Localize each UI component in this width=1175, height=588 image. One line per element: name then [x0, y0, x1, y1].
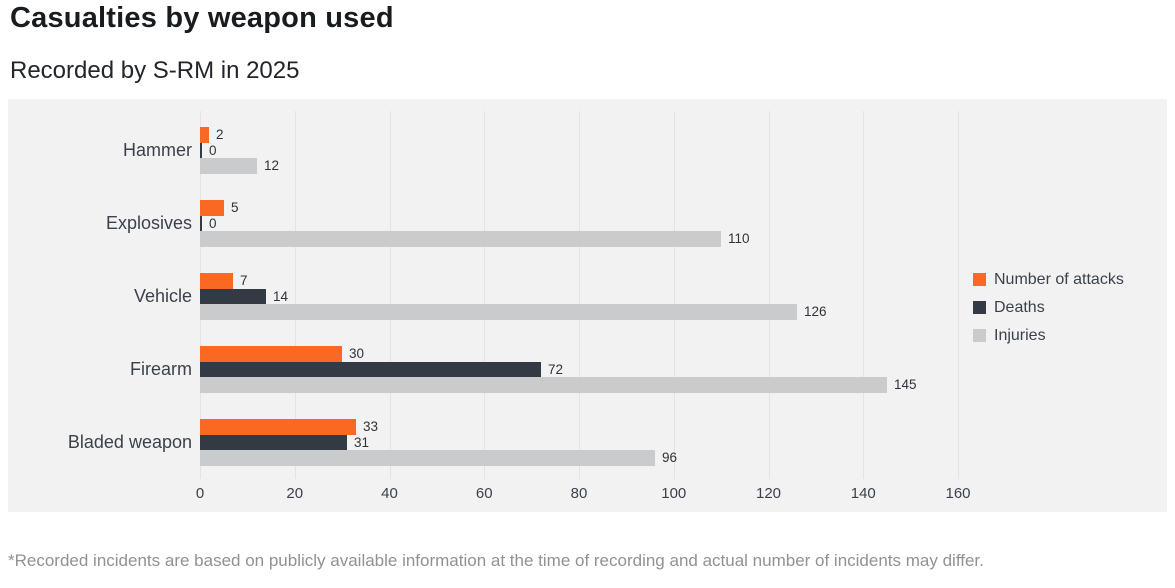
gridline — [389, 111, 391, 479]
legend-item-deaths: Deaths — [973, 299, 1124, 316]
legend-label-injuries: Injuries — [994, 326, 1046, 344]
gridline — [863, 111, 865, 479]
value-label: 14 — [273, 288, 289, 304]
bar-number-of-attacks-bladed-weapon — [200, 419, 356, 435]
bar-deaths-vehicle — [200, 288, 266, 304]
value-label: 30 — [349, 346, 365, 361]
value-label: 31 — [354, 434, 370, 450]
bar-injuries-vehicle — [200, 304, 797, 320]
value-label: 110 — [728, 231, 750, 246]
category-label: Explosives — [105, 213, 192, 233]
axis-tick-label: 40 — [381, 485, 398, 502]
axis-tick-label: 140 — [850, 485, 876, 502]
bar-number-of-attacks-hammer — [200, 127, 209, 143]
bar-injuries-hammer — [200, 158, 257, 174]
value-label: 96 — [662, 450, 678, 465]
axis-tick-label: 60 — [475, 485, 493, 502]
bar-number-of-attacks-vehicle — [200, 273, 233, 289]
bar-deaths-bladed-weapon — [200, 434, 347, 450]
bar-deaths-firearm — [200, 361, 541, 377]
category-label: Vehicle — [133, 286, 192, 306]
value-label: 145 — [894, 377, 917, 392]
plot-area: Hammer Explosives Vehicle Firearm Bladed wea… — [8, 99, 1167, 512]
axis-tick-label: 80 — [570, 485, 588, 502]
legend-item-attacks: Number of attacks — [973, 271, 1124, 288]
bar-deaths-explosives — [200, 215, 202, 231]
legend-label-deaths: Deaths — [994, 298, 1045, 316]
bar-deaths-hammer — [200, 142, 202, 158]
axis-tick-label: 100 — [661, 485, 687, 502]
category-label: Firearm — [130, 359, 192, 379]
legend-item-injuries: Injuries — [973, 327, 1124, 344]
chart-subtitle: Recorded by S-RM in 2025 — [10, 57, 300, 84]
value-label: 0 — [209, 142, 217, 158]
value-label: 0 — [209, 215, 217, 231]
value-label: 33 — [363, 419, 379, 434]
gridline — [673, 111, 675, 479]
value-label: 7 — [240, 273, 248, 288]
injuries-swatch-icon — [973, 329, 986, 342]
gridline — [958, 111, 959, 479]
legend: Number of attacks Deaths Injuries — [973, 271, 1124, 355]
axis-tick-label: 20 — [286, 485, 304, 502]
bar-injuries-bladed-weapon — [200, 450, 655, 466]
legend-label-attacks: Number of attacks — [994, 270, 1124, 288]
gridline — [294, 111, 296, 479]
deaths-swatch-icon — [973, 301, 986, 314]
chart-title: Casualties by weapon used — [10, 2, 394, 34]
bar-injuries-firearm — [200, 377, 887, 393]
category-label: Hammer — [122, 140, 192, 160]
bar-number-of-attacks-firearm — [200, 346, 342, 362]
gridline — [768, 111, 770, 479]
value-label: 5 — [231, 200, 239, 215]
attacks-swatch-icon — [973, 273, 986, 286]
category-label: Bladed weapon — [67, 432, 192, 452]
value-label: 126 — [804, 304, 827, 319]
bar-injuries-explosives — [200, 231, 721, 247]
footnote: *Recorded incidents are based on publicl… — [8, 551, 984, 570]
value-label: 12 — [264, 158, 280, 173]
value-label: 2 — [216, 127, 224, 142]
axis-tick-label: 160 — [945, 485, 971, 502]
axis-tick-label: 0 — [195, 485, 205, 502]
value-label: 72 — [548, 361, 564, 377]
gridline — [484, 111, 486, 479]
bar-number-of-attacks-explosives — [200, 200, 224, 216]
axis-tick-label: 120 — [755, 485, 782, 502]
gridline — [579, 111, 580, 479]
